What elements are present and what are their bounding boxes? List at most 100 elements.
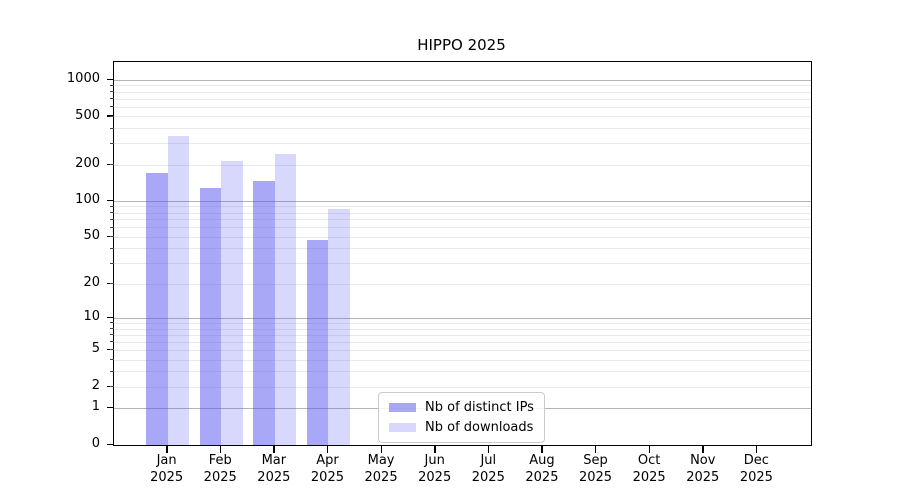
x-tick-month: May: [367, 453, 395, 468]
major-gridline: [114, 79, 811, 81]
bar-distinct-ips: [146, 172, 168, 445]
y-tick-mark: [107, 316, 114, 319]
x-tick-label: Oct 2025: [617, 452, 681, 486]
x-tick-label: Jul 2025: [456, 452, 520, 486]
major-gridline: [114, 200, 811, 202]
legend-swatch-downloads: [389, 423, 416, 432]
y-minor-tick-mark: [110, 341, 114, 343]
minor-gridline: [114, 263, 811, 265]
plot-area: Nb of distinct IPs Nb of downloads: [113, 61, 812, 446]
bar-downloads: [167, 136, 190, 445]
x-tick-year: 2025: [150, 470, 184, 485]
x-tick-month: Apr: [316, 453, 339, 468]
y-minor-tick-mark: [110, 359, 114, 361]
x-tick-label: Nov 2025: [671, 452, 735, 486]
y-minor-tick-mark: [110, 349, 114, 351]
minor-gridline: [114, 143, 811, 145]
minor-gridline: [114, 116, 811, 118]
minor-gridline: [114, 349, 811, 351]
y-minor-tick-mark: [110, 370, 114, 372]
y-tick-label: 5: [91, 341, 100, 357]
minor-gridline: [114, 212, 811, 214]
minor-gridline: [114, 371, 811, 373]
x-tick-year: 2025: [686, 470, 720, 485]
y-minor-tick-mark: [110, 262, 114, 264]
y-tick-mark: [107, 78, 114, 81]
y-minor-tick-mark: [110, 91, 114, 93]
y-minor-tick-mark: [110, 164, 114, 166]
y-tick-label: 2: [91, 378, 100, 393]
y-minor-tick-mark: [110, 226, 114, 228]
bar-downloads: [274, 154, 297, 445]
y-minor-tick-mark: [110, 106, 114, 108]
legend-label-downloads: Nb of downloads: [425, 420, 534, 435]
bar-distinct-ips: [199, 188, 222, 445]
x-tick-label: Dec 2025: [724, 452, 788, 486]
major-gridline: [114, 317, 811, 319]
x-tick-year: 2025: [525, 470, 559, 485]
x-tick-month: Jun: [424, 453, 445, 468]
y-minor-tick-mark: [110, 205, 114, 207]
x-tick-year: 2025: [257, 470, 291, 485]
x-tick-month: Feb: [208, 453, 232, 468]
y-tick-label: 500: [75, 107, 100, 123]
x-tick-mark: [273, 445, 275, 453]
x-tick-year: 2025: [310, 470, 344, 485]
minor-gridline: [114, 227, 811, 229]
y-minor-tick-mark: [110, 386, 114, 387]
legend: Nb of distinct IPs Nb of downloads: [378, 392, 545, 443]
x-tick-mark: [326, 445, 329, 453]
minor-gridline: [114, 328, 811, 330]
x-tick-label: Jun 2025: [403, 452, 467, 486]
minor-gridline: [114, 236, 811, 238]
x-tick-mark: [487, 445, 490, 453]
x-tick-label: Mar 2025: [242, 452, 306, 486]
minor-gridline: [114, 164, 811, 166]
x-tick-year: 2025: [364, 470, 398, 485]
x-tick-mark: [380, 445, 382, 453]
x-tick-label: May 2025: [349, 452, 413, 486]
minor-gridline: [114, 219, 811, 221]
minor-gridline: [114, 91, 811, 93]
x-tick-month: Oct: [637, 453, 661, 468]
x-tick-year: 2025: [632, 470, 666, 485]
y-tick-label: 1: [91, 399, 100, 415]
chart-title: HIPPO 2025: [417, 36, 506, 54]
x-tick-mark: [755, 445, 758, 453]
x-tick-year: 2025: [203, 470, 237, 485]
y-minor-tick-mark: [110, 218, 114, 220]
y-tick-mark: [107, 406, 114, 409]
y-minor-tick-mark: [110, 247, 114, 249]
minor-gridline: [114, 341, 811, 343]
x-tick-label: Sep 2025: [564, 452, 628, 486]
x-tick-label: Aug 2025: [510, 452, 574, 486]
x-tick-mark: [648, 445, 651, 453]
x-tick-month: Nov: [690, 453, 716, 468]
x-tick-year: 2025: [578, 470, 613, 485]
y-minor-tick-mark: [110, 236, 114, 238]
y-tick-label: 50: [83, 228, 100, 244]
minor-gridline: [114, 128, 811, 130]
x-tick-label: Feb 2025: [188, 452, 252, 486]
minor-gridline: [114, 283, 811, 285]
minor-gridline: [114, 322, 811, 324]
x-tick-mark: [595, 445, 597, 453]
y-minor-tick-mark: [110, 84, 114, 86]
x-tick-month: Mar: [261, 453, 287, 468]
y-minor-tick-mark: [110, 127, 114, 129]
y-minor-tick-mark: [110, 142, 114, 144]
minor-gridline: [114, 386, 811, 388]
x-tick-mark: [702, 445, 704, 453]
y-tick-label: 20: [83, 275, 100, 291]
bar-distinct-ips: [253, 180, 275, 445]
y-minor-tick-mark: [110, 212, 114, 214]
legend-entry-distinct-ips: Nb of distinct IPs: [389, 400, 534, 415]
minor-gridline: [114, 359, 811, 361]
x-tick-label: Apr 2025: [295, 452, 359, 486]
x-tick-month: Aug: [529, 453, 555, 468]
x-tick-mark: [166, 445, 168, 453]
minor-gridline: [114, 85, 811, 87]
bar-distinct-ips: [306, 239, 329, 445]
y-minor-tick-mark: [110, 98, 114, 100]
